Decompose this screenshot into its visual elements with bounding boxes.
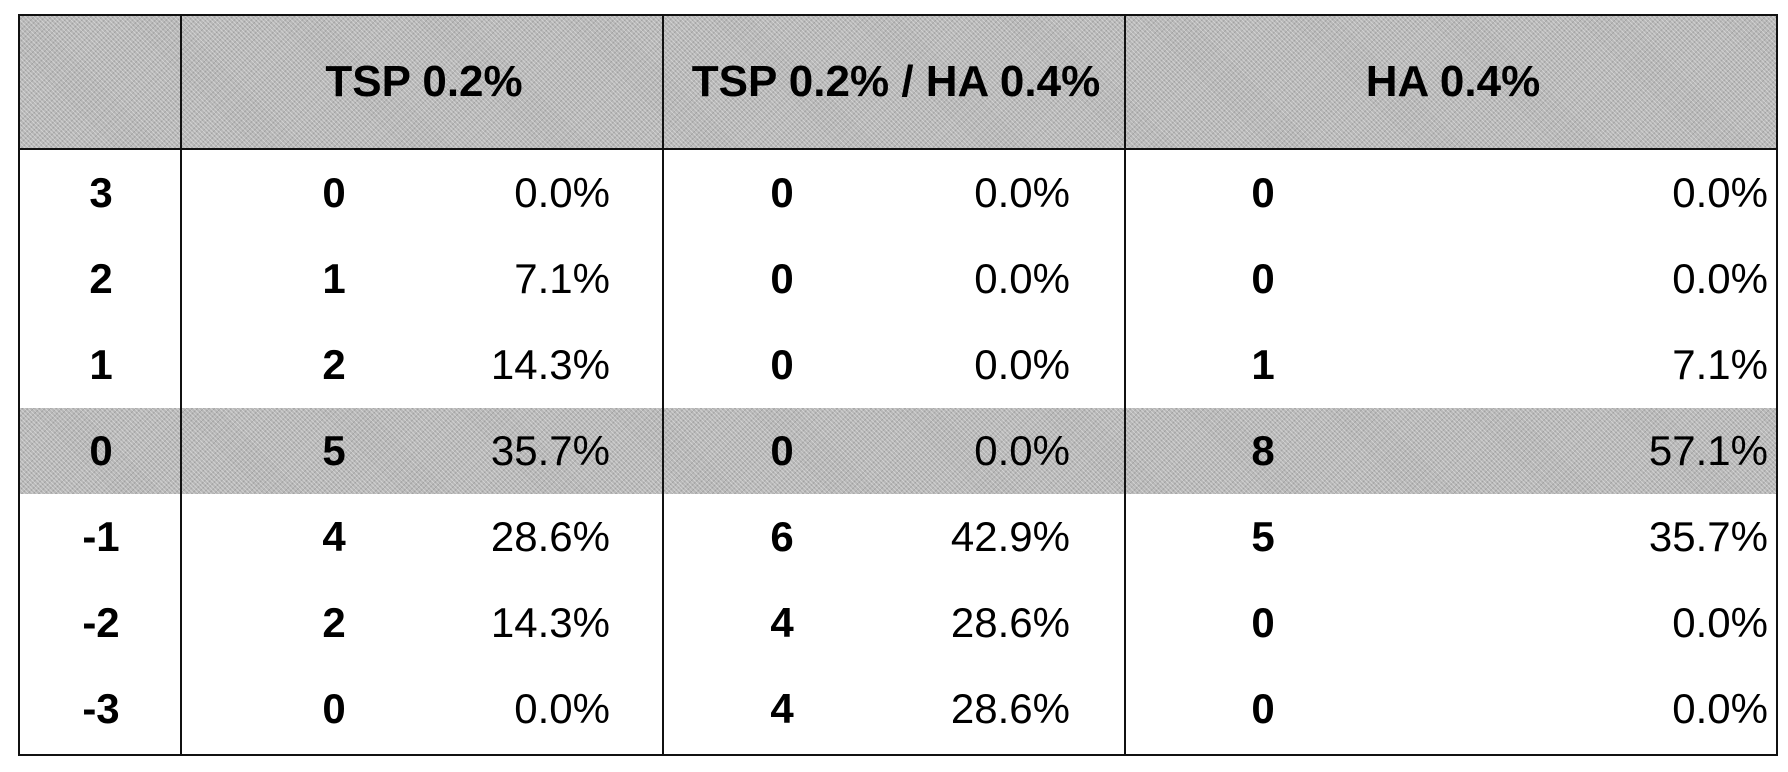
cell-tsp-pct: 0.0% [514,169,610,216]
cell-mix-count: 0 [770,427,794,474]
cell-tsp-pct: 14.3% [490,599,610,646]
table-row: 0 5 35.7% 0 0.0% 8 57.1% [20,408,1776,494]
cell-label: -1 [82,513,120,560]
cell-ha-count: 8 [1251,427,1275,474]
cell-mix-pct: 0.0% [974,427,1070,474]
cell-label: 1 [89,341,113,388]
cell-label: 3 [89,169,113,216]
cell-label: 0 [89,427,113,474]
cell-mix-pct: 42.9% [950,513,1070,560]
column-divider [662,16,664,754]
cell-tsp-pct: 7.1% [514,255,610,302]
cell-tsp-count: 1 [322,255,346,302]
cell-ha-count: 1 [1251,341,1275,388]
header-corner [20,16,182,148]
cell-mix-pct: 28.6% [950,599,1070,646]
column-divider [180,16,182,754]
cell-ha-pct: 35.7% [1648,513,1768,560]
cell-mix-count: 6 [770,513,794,560]
cell-ha-count: 0 [1251,599,1275,646]
cell-ha-count: 0 [1251,169,1275,216]
cell-ha-count: 0 [1251,255,1275,302]
cell-tsp-pct: 14.3% [490,341,610,388]
cell-tsp-pct: 28.6% [490,513,610,560]
cell-label: 2 [89,255,113,302]
cell-tsp-count: 2 [322,341,346,388]
cell-mix-pct: 28.6% [950,685,1070,732]
cell-tsp-count: 4 [322,513,346,560]
cell-label: -2 [82,599,120,646]
cell-tsp-pct: 0.0% [514,685,610,732]
cell-mix-count: 0 [770,169,794,216]
header-ha: HA 0.4% [1365,57,1541,106]
table-row: -3 0 0.0% 4 28.6% 0 0.0% [20,666,1776,752]
cell-tsp-count: 5 [322,427,346,474]
cell-ha-pct: 0.0% [1672,685,1768,732]
cell-mix-count: 0 [770,341,794,388]
cell-ha-pct: 0.0% [1672,599,1768,646]
cell-mix-pct: 0.0% [974,341,1070,388]
cell-mix-pct: 0.0% [974,169,1070,216]
cell-ha-pct: 0.0% [1672,169,1768,216]
cell-ha-pct: 7.1% [1672,341,1768,388]
cell-mix-count: 4 [770,685,794,732]
cell-ha-pct: 0.0% [1672,255,1768,302]
header-tsp: TSP 0.2% [325,57,523,106]
header-row: TSP 0.2% TSP 0.2% / HA 0.4% HA 0.4% [20,16,1776,150]
cell-tsp-count: 0 [322,169,346,216]
cell-ha-pct: 57.1% [1648,427,1768,474]
table-row: -2 2 14.3% 4 28.6% 0 0.0% [20,580,1776,666]
column-divider [1124,16,1126,754]
cell-ha-count: 0 [1251,685,1275,732]
cell-tsp-pct: 35.7% [490,427,610,474]
cell-tsp-count: 0 [322,685,346,732]
results-table: TSP 0.2% TSP 0.2% / HA 0.4% HA 0.4% 3 0 0.… [18,14,1778,756]
cell-mix-count: 0 [770,255,794,302]
table-row: 1 2 14.3% 0 0.0% 1 7.1% [20,322,1776,408]
table-row: 3 0 0.0% 0 0.0% 0 0.0% [20,150,1776,236]
table-row: -1 4 28.6% 6 42.9% 5 35.7% [20,494,1776,580]
cell-ha-count: 5 [1251,513,1275,560]
cell-mix-pct: 0.0% [974,255,1070,302]
cell-mix-count: 4 [770,599,794,646]
header-tsp-ha: TSP 0.2% / HA 0.4% [691,57,1101,106]
table-row: 2 1 7.1% 0 0.0% 0 0.0% [20,236,1776,322]
cell-label: -3 [82,685,120,732]
cell-tsp-count: 2 [322,599,346,646]
